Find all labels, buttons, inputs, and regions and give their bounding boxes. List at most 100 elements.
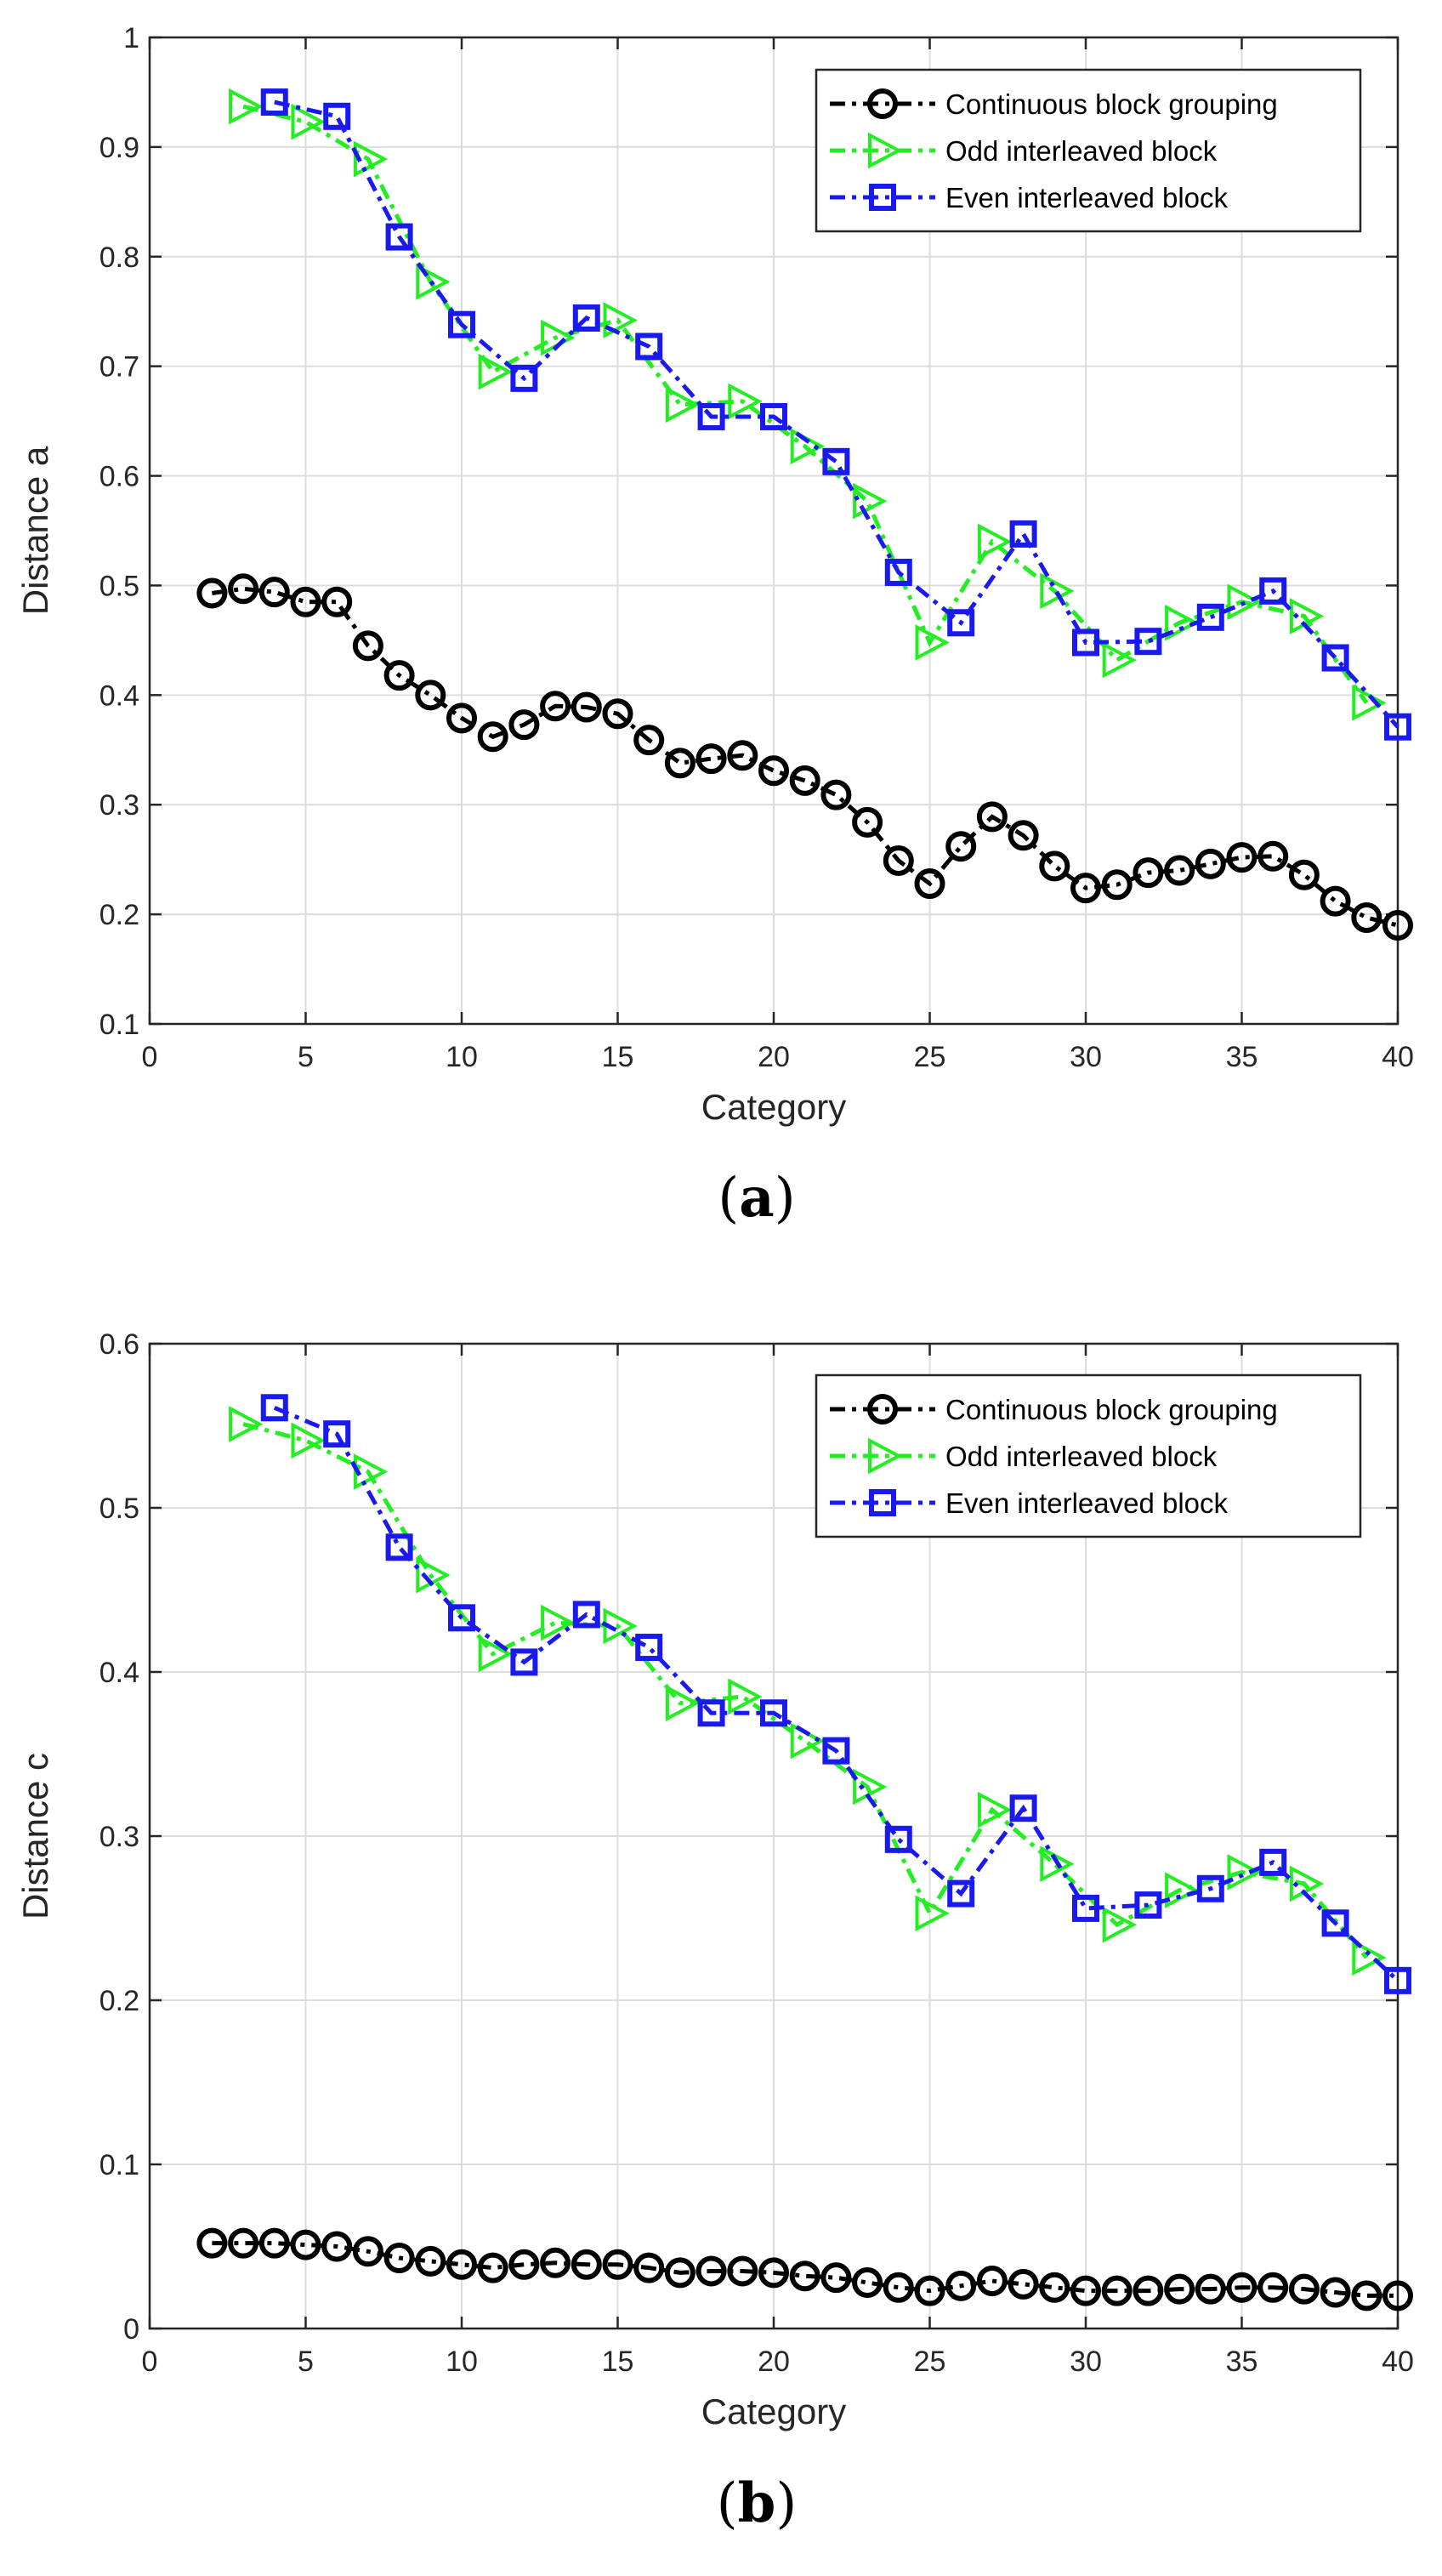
y-tick-label: 0.7 [99,351,139,384]
x-tick-label: 20 [758,2346,790,2378]
data-point [1101,2275,1133,2306]
data-point [1134,1891,1162,1919]
data-point [977,523,1013,560]
data-point [477,721,508,753]
data-point [1195,848,1226,879]
data-point [1070,873,1101,904]
y-tick-label: 1 [123,22,139,54]
data-point [1227,583,1262,621]
data-point [446,2249,477,2280]
data-point [1257,2272,1289,2303]
data-point [822,447,850,475]
data-point [976,801,1008,833]
data-point [1009,520,1037,548]
data-point [415,680,446,711]
data-point [1227,1854,1262,1891]
data-point [727,2255,758,2287]
data-point [728,1678,763,1715]
data-point [383,2243,415,2274]
data-point [1382,2280,1413,2312]
data-point [510,1648,538,1676]
data-point [976,2266,1008,2297]
y-tick-label: 0.2 [99,899,139,931]
data-point [1134,628,1162,656]
x-tick-label: 35 [1226,1041,1258,1073]
x-tick-label: 25 [914,2346,946,2378]
data-point [228,573,259,605]
x-tick-label: 15 [602,2346,634,2378]
data-point [915,1895,950,1932]
caption-paren-close: ) [775,2472,797,2535]
data-point [541,1604,576,1641]
data-point [914,868,945,900]
caption: (b) [717,2471,798,2535]
legend-label: Even interleaved block [945,1487,1229,1519]
x-tick-label: 10 [446,1041,478,1073]
data-point [1040,1845,1075,1883]
data-point [385,1533,413,1561]
data-point [1196,603,1224,631]
data-point [665,1685,701,1721]
data-point [697,1699,725,1727]
data-point [635,1634,663,1662]
y-tick-label: 0.6 [99,1328,139,1361]
data-point [571,2249,602,2280]
x-tick-label: 10 [446,2346,478,2378]
y-tick-label: 0.3 [99,1821,139,1853]
series-1 [196,573,1413,941]
x-tick-label: 5 [298,2346,314,2378]
data-point [508,709,540,741]
x-tick-label: 35 [1226,2346,1258,2378]
y-tick-label: 0.4 [99,1657,139,1689]
y-tick-label: 0.4 [99,680,139,712]
x-tick-label: 40 [1382,1041,1414,1073]
data-point [603,302,638,338]
data-point [385,223,413,251]
data-point [1039,2272,1070,2303]
data-point [695,2255,727,2287]
data-point [1102,1906,1137,1943]
data-point [602,698,633,730]
data-point [353,140,389,178]
data-point [572,1601,600,1629]
data-point [664,2257,695,2289]
data-point [1133,857,1164,889]
x-tick-label: 40 [1382,2346,1414,2378]
y-tick-label: 0.2 [99,1985,139,2017]
data-point [291,1422,326,1459]
legend-marker [869,1489,896,1516]
data-point [1321,1909,1349,1937]
data-point [945,2270,977,2301]
data-point [415,2245,446,2277]
data-point [945,831,977,862]
data-point [665,386,701,424]
y-tick-label: 0.5 [99,570,139,602]
caption-paren-open: ( [717,2472,738,2535]
x-tick-label: 30 [1070,2346,1102,2378]
data-point [323,1420,351,1448]
y-tick-label: 0.1 [99,1009,139,1041]
chart-b: 0 5 10 15 20 25 30 35 40 0 0.1 0.2 0.3 0.4 0.5 0.6 Categ… [15,1328,1414,2535]
data-point [789,2260,820,2292]
y-tick-label: 0.8 [99,242,139,274]
data-point [291,103,326,140]
data-point [258,2227,290,2259]
data-point [1384,713,1411,741]
caption-letter: b [738,2471,776,2535]
data-point [1195,2273,1226,2305]
y-tick-label: 0.1 [99,2149,139,2181]
data-point [1072,628,1099,657]
caption-paren-open: ( [718,1167,739,1230]
legend-marker [867,88,898,119]
data-point [635,333,663,361]
data-point [758,755,789,787]
y-tick-label: 0.5 [99,1493,139,1525]
data-point [822,1737,850,1765]
y-tick-label: 0.3 [99,789,139,822]
data-point [196,2227,228,2259]
data-point [633,725,665,756]
x-tick-label: 30 [1070,1041,1102,1073]
data-point [1039,850,1070,882]
data-point [697,402,725,430]
